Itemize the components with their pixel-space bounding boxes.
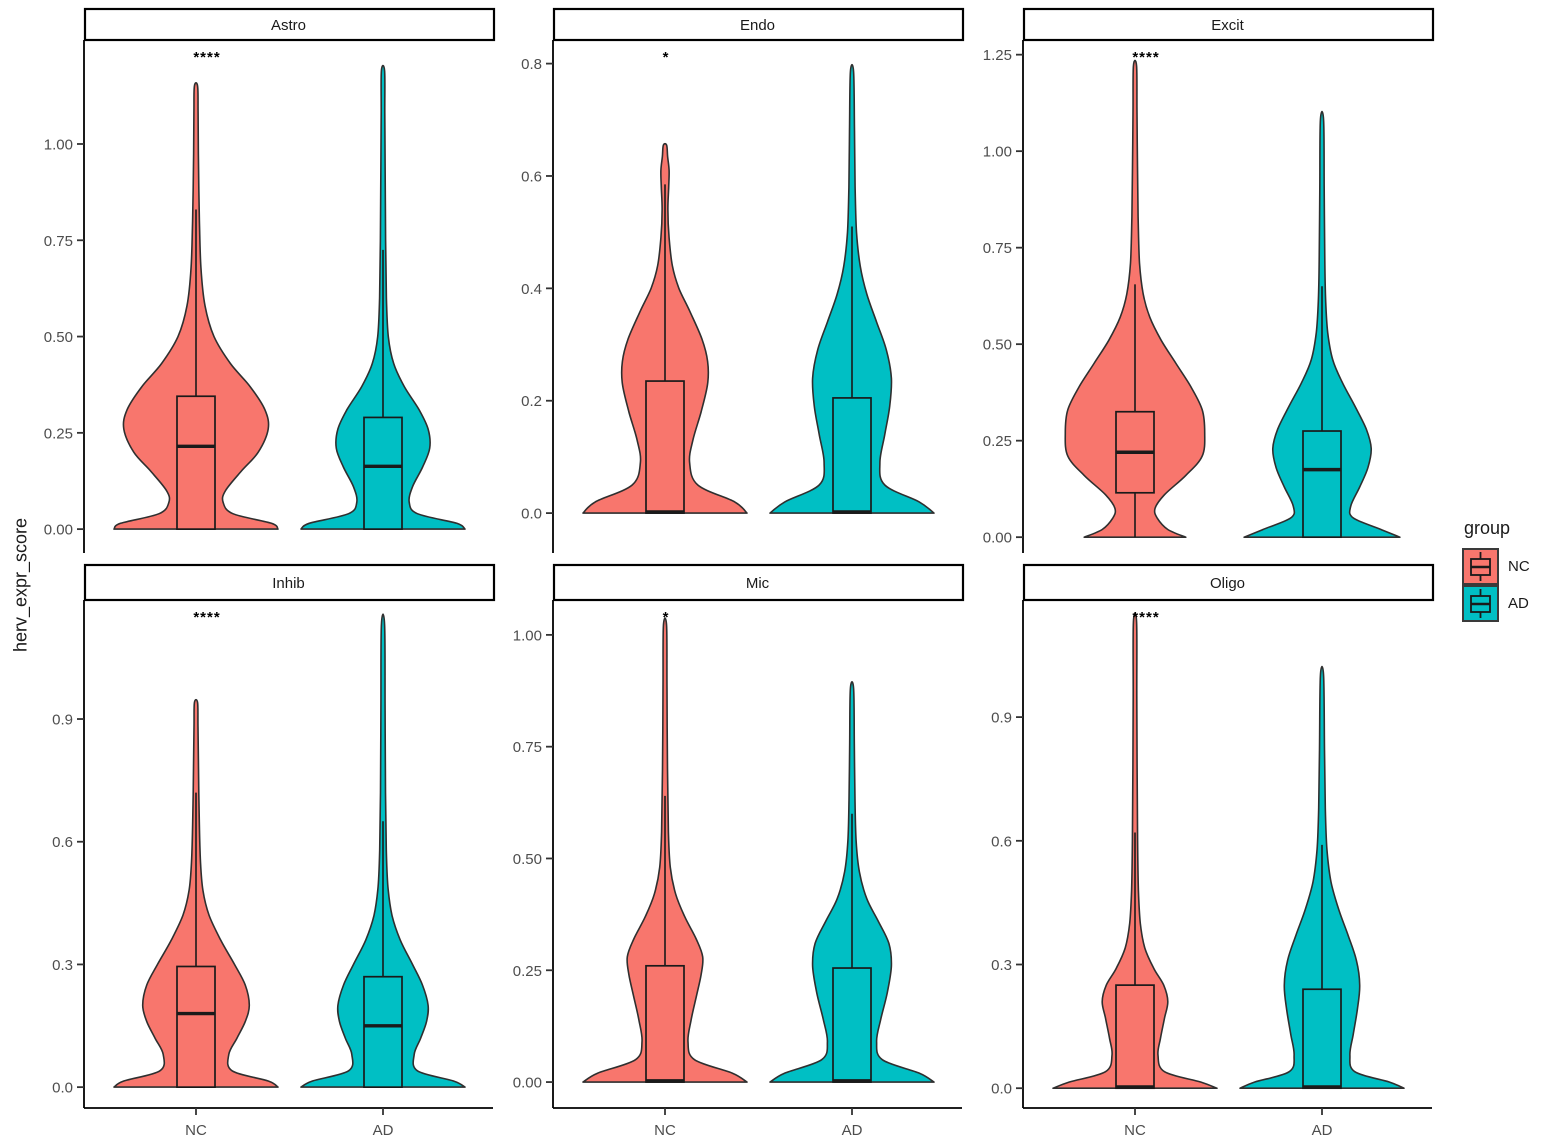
legend: group NC AD	[1462, 518, 1530, 622]
y-tick-label: 0.25	[513, 963, 542, 980]
legend-keys: NC AD	[1462, 548, 1530, 622]
facet-strip	[552, 563, 965, 602]
x-tick-label: NC	[185, 1122, 207, 1138]
y-tick-label: 0.25	[983, 433, 1012, 450]
y-tick-label: 0.75	[983, 240, 1012, 257]
x-tick-label: AD	[373, 1122, 394, 1138]
y-tick-label: 0.00	[513, 1075, 542, 1092]
y-tick-label: 0.4	[521, 281, 542, 298]
facet-endo: Endo 0.0 0.2 0.4 0.6 0.8 *	[521, 7, 965, 553]
facet-title: Mic	[746, 575, 770, 592]
y-tick-label: 0.75	[44, 233, 73, 250]
box-oligo-nc	[1115, 984, 1155, 1090]
y-tick-label: 0.0	[521, 506, 542, 523]
x-tick-label: AD	[1312, 1122, 1333, 1138]
y-tick-label: 0.00	[983, 530, 1012, 547]
box-oligo-ad	[1302, 988, 1342, 1090]
y-tick-label: 0.50	[983, 337, 1012, 354]
y-tick-label: 0.6	[52, 834, 73, 851]
x-tick-label: NC	[1124, 1122, 1146, 1138]
y-tick-label: 0.9	[52, 712, 73, 729]
y-tick-label: 0.8	[521, 56, 542, 73]
significance-label: *	[663, 609, 670, 626]
significance-label: ****	[1132, 49, 1159, 66]
x-tick-label: AD	[842, 1122, 863, 1138]
y-tick-label: 1.00	[983, 144, 1012, 161]
significance-label: *	[663, 49, 670, 66]
facet-strip	[1022, 563, 1435, 602]
facet-title: Excit	[1211, 17, 1244, 34]
legend-key-nc: NC	[1462, 548, 1530, 585]
facet-title: Endo	[740, 17, 775, 34]
y-tick-label: 0.00	[44, 522, 73, 539]
box-inhib-nc	[176, 965, 216, 1088]
box-astro-nc	[176, 395, 216, 530]
legend-key-label: NC	[1508, 558, 1530, 575]
facet-strip	[83, 563, 496, 602]
facet-strip	[552, 7, 965, 42]
significance-label: ****	[1132, 609, 1159, 626]
y-tick-label: 1.00	[513, 627, 542, 644]
significance-label: ****	[193, 609, 220, 626]
legend-key-label: AD	[1508, 595, 1529, 612]
box-astro-ad	[363, 416, 403, 530]
legend-title: group	[1464, 518, 1511, 538]
facet-title: Oligo	[1210, 575, 1245, 592]
facet-strip	[83, 7, 496, 42]
facet-inhib: Inhib 0.0 0.3 0.6 0.9 NC AD ****	[52, 563, 496, 1138]
boxplot-key-icon	[1462, 548, 1499, 585]
box-excit-ad	[1302, 430, 1342, 539]
box-mic-ad	[832, 967, 872, 1083]
facet-oligo: Oligo 0.0 0.3 0.6 0.9 NC AD ****	[991, 563, 1435, 1138]
y-tick-label: 0.0	[991, 1081, 1012, 1098]
facet-mic: Mic 0.00 0.25 0.50 0.75 1.00 NC AD *	[513, 563, 965, 1138]
significance-label: ****	[193, 49, 220, 66]
y-tick-label: 1.00	[44, 136, 73, 153]
y-tick-label: 0.50	[513, 851, 542, 868]
y-tick-label: 0.3	[991, 957, 1012, 974]
legend-key-ad: AD	[1462, 585, 1530, 622]
y-tick-label: 1.25	[983, 47, 1012, 64]
y-tick-label: 0.0	[52, 1080, 73, 1097]
facet-excit: Excit 0.00 0.25 0.50 0.75 1.00 1.25 ****	[983, 7, 1435, 553]
y-tick-label: 0.50	[44, 329, 73, 346]
box-endo-ad	[832, 397, 872, 514]
y-tick-label: 0.9	[991, 710, 1012, 727]
box-endo-nc	[645, 380, 685, 514]
y-tick-label: 0.25	[44, 425, 73, 442]
box-mic-nc	[645, 964, 685, 1083]
y-tick-label: 0.2	[521, 393, 542, 410]
y-tick-label: 0.3	[52, 957, 73, 974]
box-inhib-ad	[363, 975, 403, 1088]
boxplot-key-icon	[1462, 585, 1499, 622]
x-tick-label: NC	[654, 1122, 676, 1138]
y-tick-label: 0.6	[991, 833, 1012, 850]
y-tick-label: 0.75	[513, 739, 542, 756]
facet-title: Inhib	[272, 575, 305, 592]
facet-strip	[1022, 7, 1435, 42]
y-tick-label: 0.6	[521, 168, 542, 185]
y-axis-title: herv_expr_score	[10, 517, 31, 653]
facet-title: Astro	[271, 17, 306, 34]
facet-astro: Astro 0.00 0.25 0.50 0.75 1.00 ****	[44, 7, 496, 553]
